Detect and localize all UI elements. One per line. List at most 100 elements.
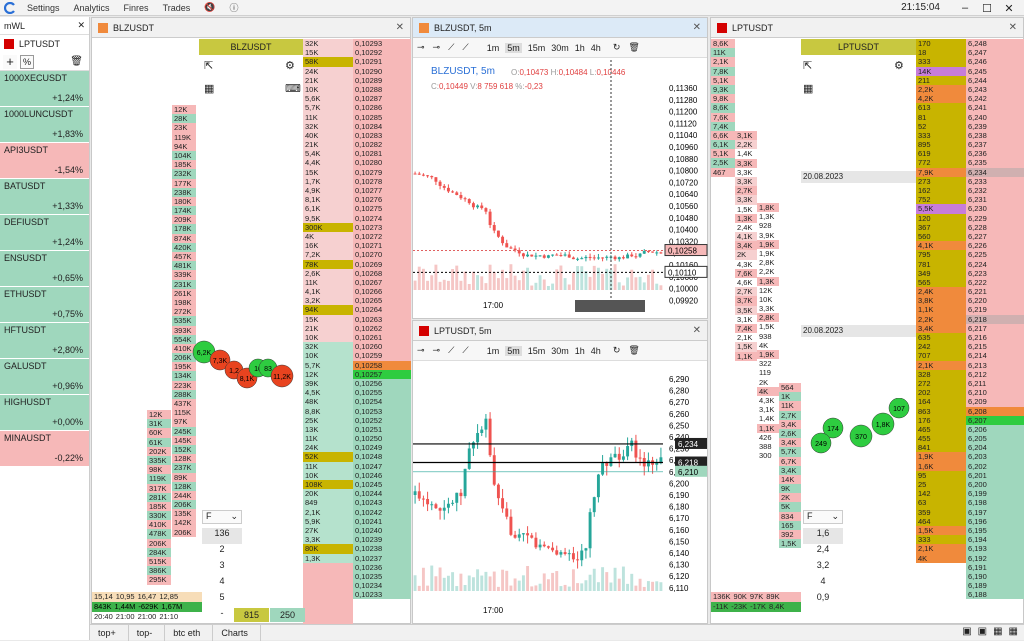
grid-icon[interactable]: ▦ bbox=[993, 626, 1003, 637]
dropdown-options[interactable]: 1,6 2,4 3,2 4 0,9 bbox=[803, 528, 843, 608]
gear-icon[interactable]: ⚙ bbox=[285, 60, 295, 72]
dropdown-option[interactable]: 5 bbox=[219, 592, 225, 602]
dropdown-option[interactable]: 136 bbox=[202, 528, 242, 544]
cell: 6,220 bbox=[966, 296, 1024, 306]
window-icon[interactable]: ▣ bbox=[977, 626, 988, 637]
gear-icon[interactable]: ⚙ bbox=[894, 60, 904, 72]
cell: 1,5K bbox=[737, 204, 753, 214]
cell: 11K bbox=[303, 277, 353, 288]
pen-tool-icon[interactable]: ⟋ bbox=[462, 345, 469, 355]
watchlist-item[interactable]: GALUSDT +0,96% bbox=[0, 359, 89, 395]
chart-toggle-icon[interactable]: ⇱ bbox=[803, 60, 813, 72]
mute-icon[interactable]: 🔇 bbox=[204, 2, 216, 12]
dropdown-options[interactable]: 136 2 3 4 5 - bbox=[202, 528, 242, 624]
dropdown-option[interactable]: 2 bbox=[219, 544, 225, 554]
timeframe-5m[interactable]: 5m bbox=[505, 345, 522, 356]
timeframe-30m[interactable]: 30m bbox=[551, 345, 569, 356]
cell: 5,1K bbox=[711, 149, 735, 159]
pen-tool-icon[interactable]: ⟋ bbox=[462, 42, 469, 52]
watchlist-item[interactable]: ENSUSDT +0,65% bbox=[0, 251, 89, 287]
chart-toggle-icon[interactable]: ⇱ bbox=[204, 60, 214, 72]
cell: 564 bbox=[779, 383, 801, 393]
menu-trades[interactable]: Trades bbox=[162, 2, 191, 13]
trend-tool-icon[interactable]: ⟋ bbox=[448, 345, 455, 355]
trash-icon[interactable]: 🗑 bbox=[70, 56, 83, 67]
timeframe-1m[interactable]: 1m bbox=[486, 42, 500, 53]
minimize-icon[interactable]: – bbox=[961, 2, 969, 14]
filter-dropdown[interactable]: F ⌄ bbox=[803, 510, 843, 524]
dropdown-option[interactable]: - bbox=[220, 608, 224, 618]
trash-icon[interactable]: 🗑 bbox=[628, 42, 640, 52]
menu-settings[interactable]: Settings bbox=[27, 2, 60, 13]
candle-body bbox=[588, 256, 592, 258]
dropdown-option[interactable]: 2,4 bbox=[816, 544, 830, 554]
cell: 0,10254 bbox=[353, 397, 411, 407]
trend-tool-icon[interactable]: ⟋ bbox=[448, 42, 455, 52]
timeframe-1h[interactable]: 1h bbox=[574, 345, 585, 356]
timeframe-4h[interactable]: 4h bbox=[590, 42, 601, 53]
watchlist-item[interactable]: HFTUSDT +2,80% bbox=[0, 323, 89, 359]
refresh-icon[interactable]: ↻ bbox=[612, 345, 621, 355]
calculator-icon[interactable]: ▦ bbox=[204, 83, 215, 95]
watchlist-item[interactable]: HIGHUSDT +0,00% bbox=[0, 395, 89, 431]
close-icon[interactable]: ✕ bbox=[1008, 22, 1017, 33]
menu-analytics[interactable]: Analytics bbox=[73, 2, 110, 13]
percent-icon[interactable]: % bbox=[20, 54, 34, 69]
timeframe-5m[interactable]: 5m bbox=[505, 42, 522, 53]
price-chart[interactable]: 6,2906,2806,2706,2606,2506,2406,2306,220… bbox=[413, 363, 709, 625]
watchlist-selected[interactable]: LPTUSDT bbox=[0, 35, 89, 53]
timeframe-15m[interactable]: 15m bbox=[527, 42, 546, 53]
close-icon[interactable]: ✕ bbox=[692, 325, 701, 336]
volume-bar bbox=[496, 278, 500, 290]
grid-icon[interactable]: ▦ bbox=[1008, 626, 1018, 637]
window-icon[interactable]: ▣ bbox=[962, 626, 972, 637]
dropdown-option[interactable]: 3 bbox=[219, 560, 225, 570]
dropdown-option[interactable]: 4 bbox=[219, 576, 225, 586]
workspace-tab-0[interactable]: top+ bbox=[90, 624, 129, 641]
close-icon[interactable]: ✕ bbox=[77, 20, 85, 30]
timeframe-1h[interactable]: 1h bbox=[574, 42, 585, 53]
calculator-icon[interactable]: ▦ bbox=[803, 83, 814, 95]
line-tool-icon[interactable]: ⊸ bbox=[417, 345, 425, 355]
watchlist-item[interactable]: 1000XECUSDT +1,24% bbox=[0, 71, 89, 107]
tab-lptusdt[interactable]: LPTUSDT ✕ bbox=[711, 18, 1023, 38]
keyboard-icon[interactable]: ⌨ bbox=[285, 83, 301, 95]
trash-icon[interactable]: 🗑 bbox=[628, 345, 640, 355]
tab-lpt-chart[interactable]: LPTUSDT, 5m ✕ bbox=[413, 321, 707, 341]
dropdown-option[interactable]: 1,6 bbox=[803, 528, 843, 544]
ray-tool-icon[interactable]: ⊸ bbox=[432, 42, 441, 52]
ray-tool-icon[interactable]: ⊸ bbox=[432, 345, 441, 355]
dropdown-option[interactable]: 3,2 bbox=[816, 560, 830, 570]
timeframe-30m[interactable]: 30m bbox=[551, 42, 569, 53]
workspace-tab-2[interactable]: btc eth bbox=[165, 624, 214, 641]
workspace-tab-3[interactable]: Charts bbox=[213, 624, 261, 641]
tab-blz-chart[interactable]: BLZUSDT, 5m ✕ bbox=[413, 18, 707, 38]
watchlist-item[interactable]: MINAUSDT -0,22% bbox=[0, 431, 89, 467]
menu-finres[interactable]: Finres bbox=[123, 2, 149, 13]
timeframe-4h[interactable]: 4h bbox=[590, 345, 601, 356]
filter-dropdown[interactable]: F ⌄ bbox=[202, 510, 242, 524]
price-tag-label: 6,234 bbox=[678, 440, 699, 449]
workspace-tab-1[interactable]: top- bbox=[129, 624, 166, 641]
watchlist-item[interactable]: ETHUSDT +0,75% bbox=[0, 287, 89, 323]
timeframe-1m[interactable]: 1m bbox=[486, 345, 500, 356]
add-icon[interactable]: + bbox=[3, 54, 17, 69]
maximize-icon[interactable]: ☐ bbox=[982, 2, 992, 15]
close-icon[interactable]: ✕ bbox=[692, 22, 701, 33]
line-tool-icon[interactable]: ⊸ bbox=[417, 42, 425, 52]
watchlist-item[interactable]: DEFIUSDT +1,24% bbox=[0, 215, 89, 251]
dropdown-option[interactable]: 4 bbox=[820, 576, 826, 586]
price-chart[interactable]: 0,11360 0,11280 0,11200 0,11120 0,11040 0,109… bbox=[413, 60, 709, 320]
volume-bar bbox=[555, 571, 559, 591]
help-icon[interactable]: ⓘ bbox=[229, 3, 239, 13]
refresh-icon[interactable]: ↻ bbox=[612, 42, 621, 52]
dropdown-option[interactable]: 0,9 bbox=[816, 592, 830, 602]
close-icon[interactable]: ✕ bbox=[1004, 2, 1014, 15]
watchlist-item[interactable]: 1000LUNCUSDT +1,83% bbox=[0, 107, 89, 143]
watchlist-item[interactable]: BATUSDT +1,33% bbox=[0, 179, 89, 215]
tab-blzusdt[interactable]: BLZUSDT ✕ bbox=[92, 18, 410, 38]
close-icon[interactable]: ✕ bbox=[395, 22, 404, 33]
timeframe-15m[interactable]: 15m bbox=[527, 345, 546, 356]
watchlist-item[interactable]: API3USDT -1,54% bbox=[0, 143, 89, 179]
